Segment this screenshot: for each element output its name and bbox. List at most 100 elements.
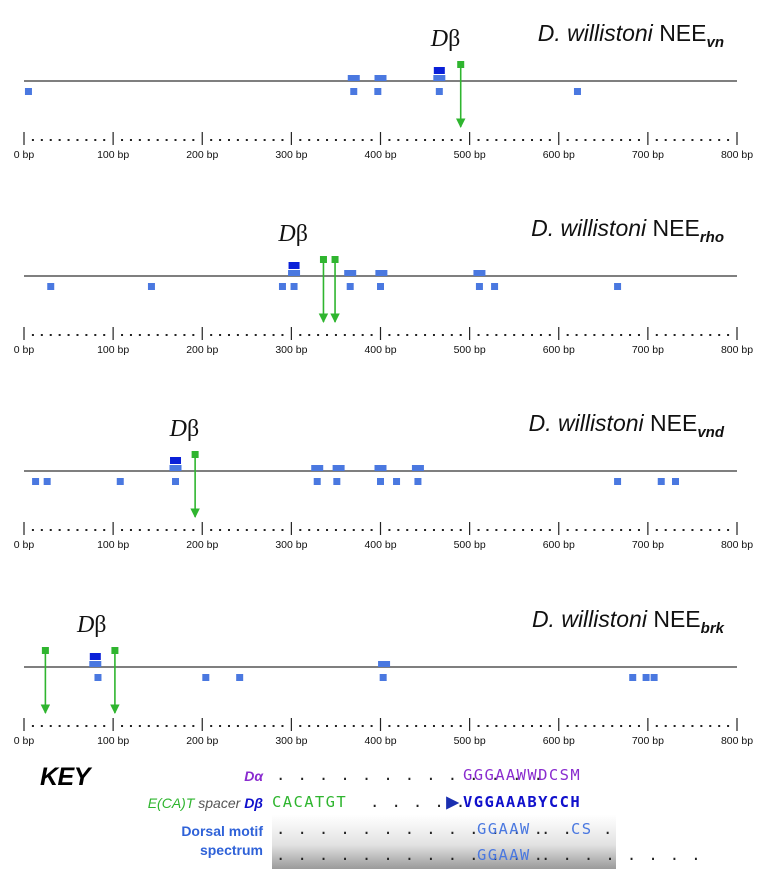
scale-tick-label: 100 bp — [97, 539, 129, 551]
scale-dot — [49, 529, 52, 531]
dorsal-motif-site — [642, 674, 650, 681]
scale-dot — [566, 139, 569, 141]
scale-dot — [432, 725, 435, 727]
scale-dot — [477, 334, 480, 336]
scale-dot — [548, 529, 551, 531]
scale-dot — [673, 334, 676, 336]
scale-dot — [227, 139, 230, 141]
scale-dot — [531, 334, 534, 336]
scale-dot — [637, 334, 640, 336]
dorsal-motif-site-top — [375, 270, 388, 276]
scale-dot — [370, 334, 373, 336]
scale-dot — [210, 529, 213, 531]
scale-dot — [58, 139, 61, 141]
scale-dot — [495, 334, 498, 336]
scale-dot — [361, 725, 364, 727]
scale-dot — [531, 529, 534, 531]
scale-dot — [192, 334, 195, 336]
scale-dot — [673, 725, 676, 727]
scale-dot — [424, 725, 427, 727]
scale-tick-label: 300 bp — [275, 344, 307, 356]
dorsal-motif-site — [491, 283, 499, 290]
key-dalpha-label: Dα — [244, 768, 263, 784]
scale-dot — [450, 139, 453, 141]
scale-tick-label: 200 bp — [186, 344, 218, 356]
scale-dot — [620, 139, 623, 141]
scale-dot — [236, 725, 239, 727]
scale-tick-label: 800 bp — [721, 735, 753, 747]
scale-tick-label: 600 bp — [543, 735, 575, 747]
scale-dot — [227, 725, 230, 727]
dorsal-motif-site — [32, 478, 40, 485]
scale-dot — [655, 139, 658, 141]
scale-dot — [31, 334, 34, 336]
dbeta-sequence: VGGAAABYCCH — [463, 793, 582, 811]
panel-title: D. willistoni NEEvn — [538, 20, 724, 51]
dbeta-site — [288, 262, 300, 269]
scale-dot — [40, 139, 43, 141]
scale-dot — [432, 334, 435, 336]
scale-dot — [49, 334, 52, 336]
motif-spectrum-band — [272, 815, 616, 869]
scale-tick-label: 300 bp — [275, 735, 307, 747]
scale-dot — [388, 529, 391, 531]
key-dbeta-label: Dβ — [244, 795, 263, 811]
scale-dot — [575, 725, 578, 727]
motif1-sequence: GGAAW — [477, 820, 531, 838]
scale-dot — [326, 334, 329, 336]
species-name: D. willistoni — [529, 410, 650, 436]
scale-dot — [227, 334, 230, 336]
scale-dot — [299, 334, 302, 336]
scale-dot — [459, 334, 462, 336]
scale-dot — [629, 334, 632, 336]
scale-dot — [531, 725, 534, 727]
scale-dot — [406, 725, 409, 727]
scale-dot — [263, 529, 266, 531]
scale-dot — [397, 725, 400, 727]
dbeta-letter: D — [169, 416, 187, 442]
spacer-start — [457, 61, 465, 68]
scale-tick-label: 0 bp — [14, 539, 35, 551]
scale-dot — [343, 334, 346, 336]
scale-dot — [317, 334, 320, 336]
bp-scale: 0 bp 100 bp 200 bp 300 bp 400 bp 500 bp 600 bp… — [14, 718, 753, 747]
spacer-start — [191, 451, 199, 458]
scale-tick-label: 800 bp — [721, 539, 753, 551]
dorsal-motif-site — [650, 674, 658, 681]
scale-tick-label: 600 bp — [543, 344, 575, 356]
scale-dot — [219, 529, 222, 531]
scale-dot — [513, 725, 516, 727]
scale-dot — [548, 139, 551, 141]
scale-dot — [432, 139, 435, 141]
dbeta-greek: β — [448, 26, 460, 52]
scale-dot — [620, 725, 623, 727]
scale-dot — [673, 139, 676, 141]
scale-dot — [709, 334, 712, 336]
scale-dot — [727, 529, 730, 531]
scale-dot — [245, 529, 248, 531]
scale-dot — [397, 529, 400, 531]
scale-dot — [629, 725, 632, 727]
scale-dot — [566, 725, 569, 727]
scale-dot — [308, 725, 311, 727]
scale-dot — [334, 725, 337, 727]
dorsal-motif-site — [374, 88, 382, 95]
scale-dot — [700, 725, 703, 727]
scale-dot — [495, 139, 498, 141]
panel-title: D. willistoni NEErho — [531, 215, 724, 246]
scale-dot — [174, 725, 177, 727]
dorsal-motif-site-top — [433, 75, 446, 81]
dorsal-motif-site-top — [374, 75, 387, 81]
scale-dot — [450, 529, 453, 531]
scale-dot — [727, 139, 730, 141]
scale-dot — [245, 139, 248, 141]
scale-dot — [236, 529, 239, 531]
scale-dot — [156, 529, 159, 531]
scale-dot — [94, 529, 97, 531]
scale-dot — [326, 139, 329, 141]
spacer-start — [111, 647, 119, 654]
scale-dot — [522, 139, 525, 141]
scale-dot — [700, 139, 703, 141]
